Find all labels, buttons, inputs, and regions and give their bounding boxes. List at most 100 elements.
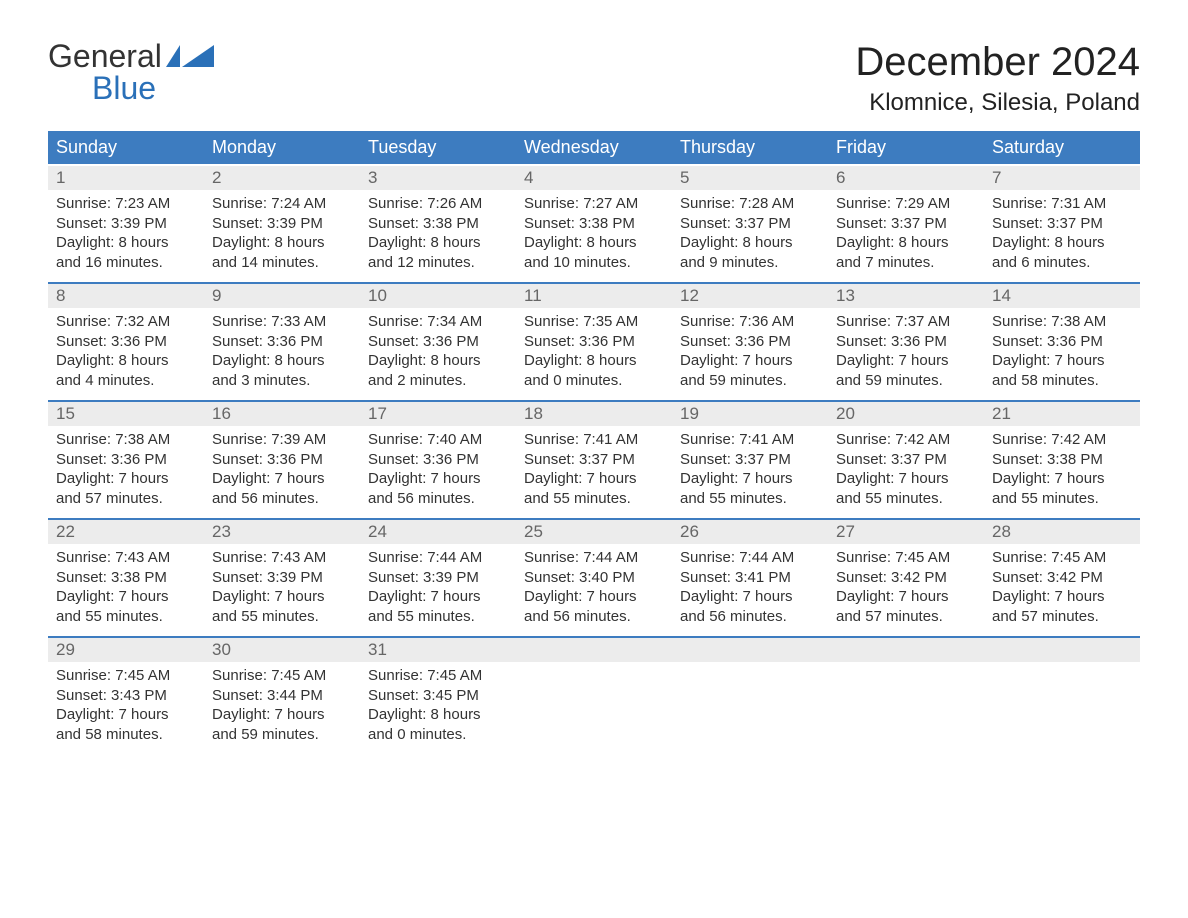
day-cell: Sunrise: 7:41 AMSunset: 3:37 PMDaylight:… [516, 426, 672, 516]
day-cell: Sunrise: 7:45 AMSunset: 3:42 PMDaylight:… [984, 544, 1140, 634]
sunset-text: Sunset: 3:36 PM [992, 332, 1132, 352]
week: 15161718192021Sunrise: 7:38 AMSunset: 3:… [48, 400, 1140, 516]
daylight-text: Daylight: 7 hours [368, 587, 508, 607]
sunrise-text: Sunrise: 7:45 AM [368, 666, 508, 686]
day-number: 17 [360, 402, 516, 426]
sunset-text: Sunset: 3:36 PM [368, 450, 508, 470]
title-block: December 2024 Klomnice, Silesia, Poland [855, 40, 1140, 117]
daylight-text: and 12 minutes. [368, 253, 508, 273]
daylight-text: and 57 minutes. [56, 489, 196, 509]
day-number: 24 [360, 520, 516, 544]
daylight-text: Daylight: 7 hours [368, 469, 508, 489]
sunset-text: Sunset: 3:37 PM [992, 214, 1132, 234]
daylight-text: and 10 minutes. [524, 253, 664, 273]
sunrise-text: Sunrise: 7:32 AM [56, 312, 196, 332]
sunset-text: Sunset: 3:42 PM [992, 568, 1132, 588]
day-number: 20 [828, 402, 984, 426]
logo-word1: General [48, 40, 162, 72]
daylight-text: and 57 minutes. [836, 607, 976, 627]
week: 891011121314Sunrise: 7:32 AMSunset: 3:36… [48, 282, 1140, 398]
dow-tue: Tuesday [360, 131, 516, 164]
daylight-text: and 58 minutes. [56, 725, 196, 745]
daylight-text: Daylight: 8 hours [212, 351, 352, 371]
daylight-text: Daylight: 8 hours [212, 233, 352, 253]
day-cell [672, 662, 828, 752]
dow-row: Sunday Monday Tuesday Wednesday Thursday… [48, 131, 1140, 164]
sunrise-text: Sunrise: 7:45 AM [212, 666, 352, 686]
data-row: Sunrise: 7:45 AMSunset: 3:43 PMDaylight:… [48, 662, 1140, 752]
sunset-text: Sunset: 3:41 PM [680, 568, 820, 588]
day-number: 14 [984, 284, 1140, 308]
day-number: 9 [204, 284, 360, 308]
sunset-text: Sunset: 3:42 PM [836, 568, 976, 588]
sunrise-text: Sunrise: 7:33 AM [212, 312, 352, 332]
day-cell: Sunrise: 7:39 AMSunset: 3:36 PMDaylight:… [204, 426, 360, 516]
daylight-text: and 55 minutes. [212, 607, 352, 627]
sunset-text: Sunset: 3:36 PM [212, 450, 352, 470]
sunrise-text: Sunrise: 7:38 AM [56, 430, 196, 450]
daylight-text: Daylight: 8 hours [524, 233, 664, 253]
dow-mon: Monday [204, 131, 360, 164]
daylight-text: Daylight: 7 hours [836, 587, 976, 607]
day-number: 31 [360, 638, 516, 662]
day-cell: Sunrise: 7:44 AMSunset: 3:40 PMDaylight:… [516, 544, 672, 634]
daylight-text: Daylight: 8 hours [368, 351, 508, 371]
daylight-text: Daylight: 7 hours [836, 469, 976, 489]
day-number: 10 [360, 284, 516, 308]
sunrise-text: Sunrise: 7:42 AM [836, 430, 976, 450]
dow-thu: Thursday [672, 131, 828, 164]
sunset-text: Sunset: 3:36 PM [680, 332, 820, 352]
sunset-text: Sunset: 3:37 PM [836, 450, 976, 470]
daylight-text: and 7 minutes. [836, 253, 976, 273]
day-cell: Sunrise: 7:45 AMSunset: 3:43 PMDaylight:… [48, 662, 204, 752]
day-cell: Sunrise: 7:38 AMSunset: 3:36 PMDaylight:… [984, 308, 1140, 398]
daylight-text: Daylight: 7 hours [56, 705, 196, 725]
sunset-text: Sunset: 3:38 PM [56, 568, 196, 588]
day-cell: Sunrise: 7:41 AMSunset: 3:37 PMDaylight:… [672, 426, 828, 516]
daynum-row: 1234567 [48, 166, 1140, 190]
daylight-text: Daylight: 8 hours [56, 233, 196, 253]
day-cell: Sunrise: 7:44 AMSunset: 3:39 PMDaylight:… [360, 544, 516, 634]
daylight-text: Daylight: 7 hours [992, 587, 1132, 607]
day-number: 5 [672, 166, 828, 190]
daylight-text: and 16 minutes. [56, 253, 196, 273]
day-cell: Sunrise: 7:24 AMSunset: 3:39 PMDaylight:… [204, 190, 360, 280]
sunrise-text: Sunrise: 7:44 AM [524, 548, 664, 568]
daylight-text: and 0 minutes. [368, 725, 508, 745]
sunset-text: Sunset: 3:37 PM [680, 450, 820, 470]
day-cell: Sunrise: 7:45 AMSunset: 3:44 PMDaylight:… [204, 662, 360, 752]
data-row: Sunrise: 7:38 AMSunset: 3:36 PMDaylight:… [48, 426, 1140, 516]
dow-sat: Saturday [984, 131, 1140, 164]
sunrise-text: Sunrise: 7:45 AM [836, 548, 976, 568]
day-cell: Sunrise: 7:31 AMSunset: 3:37 PMDaylight:… [984, 190, 1140, 280]
daylight-text: and 56 minutes. [212, 489, 352, 509]
sunrise-text: Sunrise: 7:26 AM [368, 194, 508, 214]
day-cell: Sunrise: 7:43 AMSunset: 3:39 PMDaylight:… [204, 544, 360, 634]
daylight-text: and 9 minutes. [680, 253, 820, 273]
day-cell: Sunrise: 7:43 AMSunset: 3:38 PMDaylight:… [48, 544, 204, 634]
day-number: 12 [672, 284, 828, 308]
daylight-text: Daylight: 8 hours [836, 233, 976, 253]
daylight-text: and 55 minutes. [368, 607, 508, 627]
day-number: 18 [516, 402, 672, 426]
day-number: 25 [516, 520, 672, 544]
day-number: 21 [984, 402, 1140, 426]
sunrise-text: Sunrise: 7:41 AM [524, 430, 664, 450]
page: General Blue December 2024 Klomnice, Sil… [0, 0, 1188, 918]
data-row: Sunrise: 7:32 AMSunset: 3:36 PMDaylight:… [48, 308, 1140, 398]
data-row: Sunrise: 7:43 AMSunset: 3:38 PM Daylight:… [48, 544, 1140, 634]
sunrise-text: Sunrise: 7:43 AM [56, 548, 196, 568]
sunrise-text: Sunrise: 7:35 AM [524, 312, 664, 332]
day-cell: Sunrise: 7:27 AMSunset: 3:38 PMDaylight:… [516, 190, 672, 280]
day-cell: Sunrise: 7:45 AMSunset: 3:45 PMDaylight:… [360, 662, 516, 752]
sunset-text: Sunset: 3:37 PM [836, 214, 976, 234]
day-number: 30 [204, 638, 360, 662]
daynum-row: 891011121314 [48, 284, 1140, 308]
sunset-text: Sunset: 3:40 PM [524, 568, 664, 588]
flag-icon [166, 45, 214, 67]
sunset-text: Sunset: 3:36 PM [368, 332, 508, 352]
daylight-text: Daylight: 7 hours [524, 469, 664, 489]
dow-sun: Sunday [48, 131, 204, 164]
sunrise-text: Sunrise: 7:44 AM [368, 548, 508, 568]
sunset-text: Sunset: 3:36 PM [56, 332, 196, 352]
